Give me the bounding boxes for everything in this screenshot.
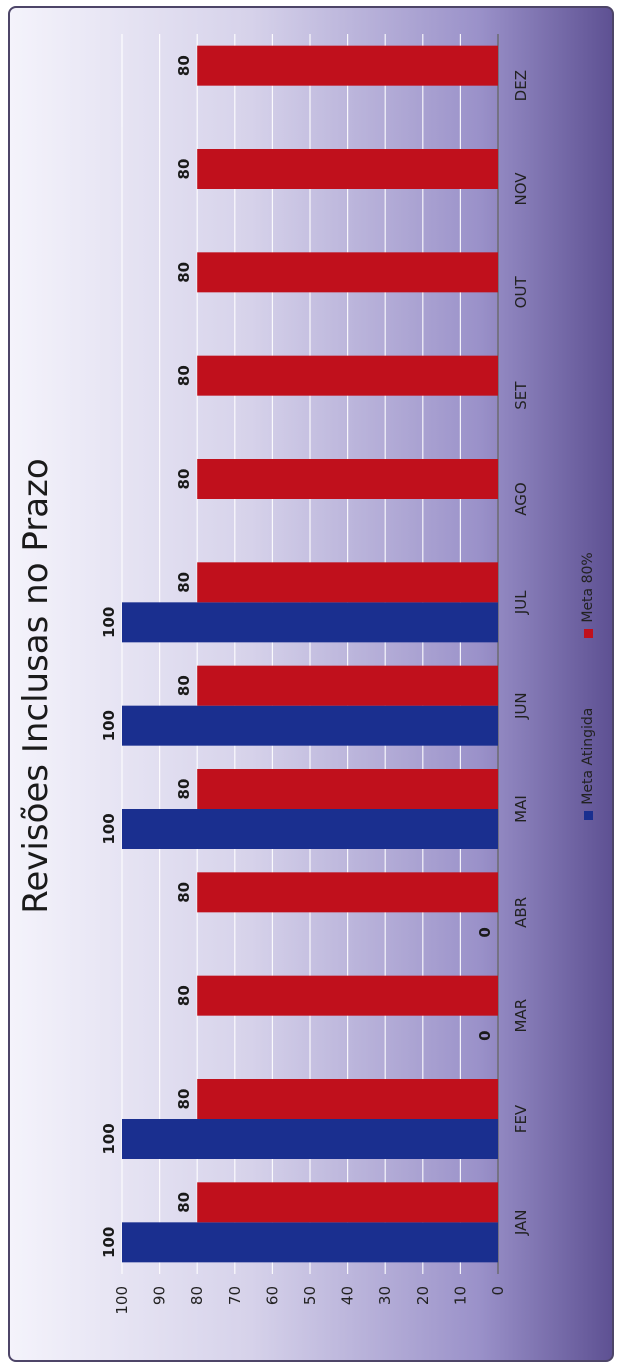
y-tick-label: 30 — [376, 1286, 394, 1305]
data-label: 80 — [175, 159, 193, 180]
bar — [197, 45, 498, 86]
y-tick-label: 0 — [489, 1286, 507, 1296]
x-tick-label: MAI — [512, 795, 530, 823]
bar — [122, 1119, 498, 1159]
chart-canvas: Revisões Inclusas no Prazo 0 10 20 30 40 50 60… — [10, 8, 612, 1360]
bar — [197, 252, 498, 293]
data-label: 80 — [175, 779, 193, 800]
x-tick-label: JAN — [512, 1210, 530, 1237]
x-tick-label: NOV — [512, 172, 530, 206]
data-label: 80 — [175, 1192, 193, 1213]
bar — [197, 769, 498, 809]
x-tick-label: FEV — [512, 1104, 530, 1133]
bar — [197, 149, 498, 189]
legend-item-series-2: Meta 80% — [580, 552, 596, 638]
y-tick-label: 10 — [451, 1286, 469, 1305]
chart-legend: Meta Atingida Meta 80% — [580, 8, 596, 1360]
bar — [197, 1182, 498, 1223]
y-tick-label: 60 — [263, 1286, 281, 1305]
data-label: 100 — [100, 1227, 118, 1258]
legend-label-series-1: Meta Atingida — [580, 707, 596, 805]
legend-item-series-1: Meta Atingida — [580, 708, 596, 820]
data-label: 100 — [100, 813, 118, 844]
data-label: 100 — [100, 1123, 118, 1154]
chart-plot: 0 10 20 30 40 50 60 70 80 90 100 JAN 100 80 FEV 100 80 MA… — [100, 34, 530, 1315]
y-tick-label: 90 — [151, 1286, 169, 1305]
y-tick-label: 20 — [414, 1286, 432, 1305]
x-tick-label: MAR — [512, 999, 530, 1033]
data-label: 80 — [175, 55, 193, 76]
bar — [197, 459, 498, 499]
x-tick-label: ABR — [512, 897, 530, 928]
x-tick-label: JUL — [512, 590, 530, 615]
data-label: 0 — [476, 1030, 494, 1040]
y-tick-label: 50 — [301, 1286, 319, 1305]
x-tick-label: SET — [512, 381, 530, 410]
data-label: 80 — [175, 572, 193, 593]
x-tick-label: JUN — [512, 692, 530, 720]
y-tick-label: 100 — [113, 1286, 131, 1315]
bar — [197, 562, 498, 603]
bar — [122, 705, 498, 746]
bar — [197, 1079, 498, 1119]
legend-swatch-series-2 — [583, 628, 593, 638]
data-label: 100 — [100, 607, 118, 638]
x-tick-label: DEZ — [512, 70, 530, 101]
data-label: 80 — [175, 1089, 193, 1110]
bar — [197, 872, 498, 913]
y-tick-label: 80 — [188, 1286, 206, 1305]
bar — [197, 355, 498, 396]
chart-frame: Revisões Inclusas no Prazo 0 10 20 30 40 50 60… — [8, 6, 614, 1362]
bar — [122, 1222, 498, 1263]
bar — [122, 809, 498, 849]
x-tick-label: OUT — [512, 276, 530, 309]
data-label: 80 — [175, 262, 193, 283]
data-label: 100 — [100, 710, 118, 741]
y-tick-label: 40 — [339, 1286, 357, 1305]
data-label: 80 — [175, 365, 193, 386]
data-label: 80 — [175, 882, 193, 903]
bar — [122, 602, 498, 643]
data-label: 80 — [175, 469, 193, 490]
legend-label-series-2: Meta 80% — [580, 552, 596, 623]
bar — [197, 665, 498, 706]
y-tick-label: 70 — [226, 1286, 244, 1305]
data-label: 0 — [476, 927, 494, 937]
data-label: 80 — [175, 675, 193, 696]
legend-swatch-series-1 — [583, 810, 593, 820]
bar — [197, 975, 498, 1016]
data-label: 80 — [175, 985, 193, 1006]
x-tick-label: AGO — [512, 482, 530, 515]
